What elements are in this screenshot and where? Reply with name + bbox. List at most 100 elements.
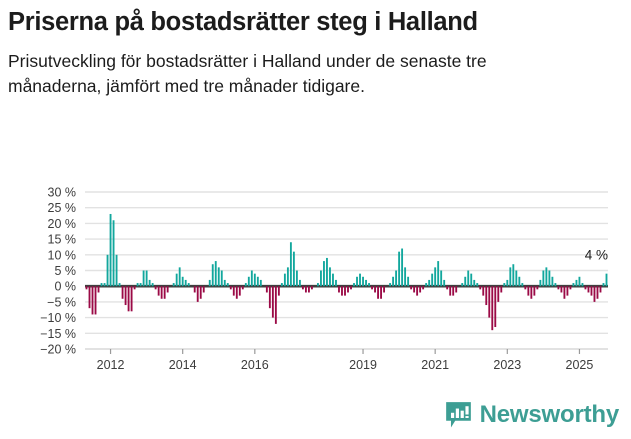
x-axis-tick-label: 2025 — [566, 358, 594, 372]
bar — [250, 270, 253, 287]
bar — [587, 286, 590, 293]
bar — [488, 286, 491, 318]
bar — [238, 286, 241, 296]
bar — [383, 286, 385, 293]
y-axis-tick-label: 20 % — [48, 217, 77, 231]
bar — [566, 286, 569, 296]
bar — [193, 286, 196, 293]
y-axis-tick-label: 5 % — [54, 264, 76, 278]
bar — [530, 286, 533, 299]
bar — [295, 270, 298, 287]
bar — [500, 286, 503, 293]
bar — [139, 283, 142, 287]
x-axis-tick-label: 2019 — [349, 358, 377, 372]
bar — [503, 283, 506, 287]
bar — [326, 257, 328, 287]
bar — [479, 286, 482, 290]
bar — [389, 283, 392, 287]
bar — [605, 273, 608, 287]
bar — [187, 283, 190, 287]
bar — [482, 286, 485, 296]
bar — [515, 270, 518, 287]
bar — [569, 286, 572, 290]
bar — [497, 286, 500, 302]
bar — [425, 283, 428, 287]
bar — [434, 267, 437, 287]
bar — [94, 286, 97, 315]
bar — [196, 286, 199, 302]
chart-container: 30 % 25 % 20 % 15 % 10 % 5 % 0 % −5 % −10 % −15 %… — [0, 180, 631, 395]
bar — [518, 276, 521, 287]
bar — [602, 283, 605, 287]
bar — [545, 267, 548, 287]
bar — [241, 286, 244, 290]
bar — [109, 213, 112, 287]
bar — [217, 267, 220, 287]
data-annotation-label: 4 % — [585, 248, 608, 263]
bar — [157, 286, 160, 296]
bar — [560, 286, 563, 293]
bar — [247, 276, 250, 287]
bar — [154, 286, 157, 290]
bar — [115, 254, 118, 287]
bar — [554, 283, 557, 287]
bar — [283, 273, 286, 287]
bar — [311, 286, 313, 290]
bar — [289, 242, 292, 287]
bar — [97, 286, 100, 293]
y-axis-tick-label: 10 % — [48, 248, 77, 262]
bar — [416, 286, 419, 296]
bar — [166, 286, 169, 293]
bar — [491, 286, 494, 331]
bar — [133, 286, 136, 290]
bar-chart-speech-bubble-icon — [445, 402, 471, 428]
bar — [464, 276, 467, 287]
bar — [437, 261, 440, 287]
bar — [548, 270, 551, 287]
bar — [485, 286, 488, 306]
bar — [542, 270, 545, 287]
bar — [419, 286, 422, 293]
bar — [323, 261, 325, 287]
bar — [527, 286, 530, 296]
bar — [88, 286, 91, 309]
bar — [404, 267, 407, 287]
bar — [521, 283, 524, 287]
bar — [145, 270, 148, 287]
bar — [455, 286, 458, 293]
newsworthy-logo[interactable]: Newsworthy — [445, 401, 619, 429]
page-title: Priserna på bostadsrätter steg i Halland — [8, 8, 478, 36]
bar — [536, 286, 539, 290]
x-axis-tick-label: 2016 — [241, 358, 269, 372]
bar — [298, 279, 301, 287]
bar — [301, 286, 304, 290]
bar — [202, 286, 205, 293]
bar — [148, 279, 151, 287]
bar — [593, 286, 596, 302]
bar — [506, 279, 509, 287]
bar — [175, 273, 178, 287]
y-axis-tick-label: −15 % — [40, 327, 76, 341]
bar — [308, 286, 310, 293]
chart-footer: Newsworthy — [0, 393, 631, 433]
bar — [332, 273, 334, 287]
bar — [277, 286, 280, 296]
bar — [539, 279, 542, 287]
bar — [578, 276, 581, 287]
bar — [223, 279, 226, 287]
bar — [557, 286, 560, 290]
bar — [208, 279, 211, 287]
bar — [467, 270, 470, 287]
bar — [452, 286, 455, 296]
bar — [473, 279, 476, 287]
bar — [575, 279, 578, 287]
bar — [214, 261, 217, 287]
bar — [320, 270, 322, 287]
bar — [91, 286, 94, 315]
bar — [524, 286, 527, 290]
bar — [596, 286, 599, 299]
bar — [103, 283, 106, 287]
bar — [256, 276, 259, 287]
bar-chart: 30 %25 % 20 % 15 %10 % 5 % 0 %−5 % −10 % −15 %… — [40, 186, 608, 372]
